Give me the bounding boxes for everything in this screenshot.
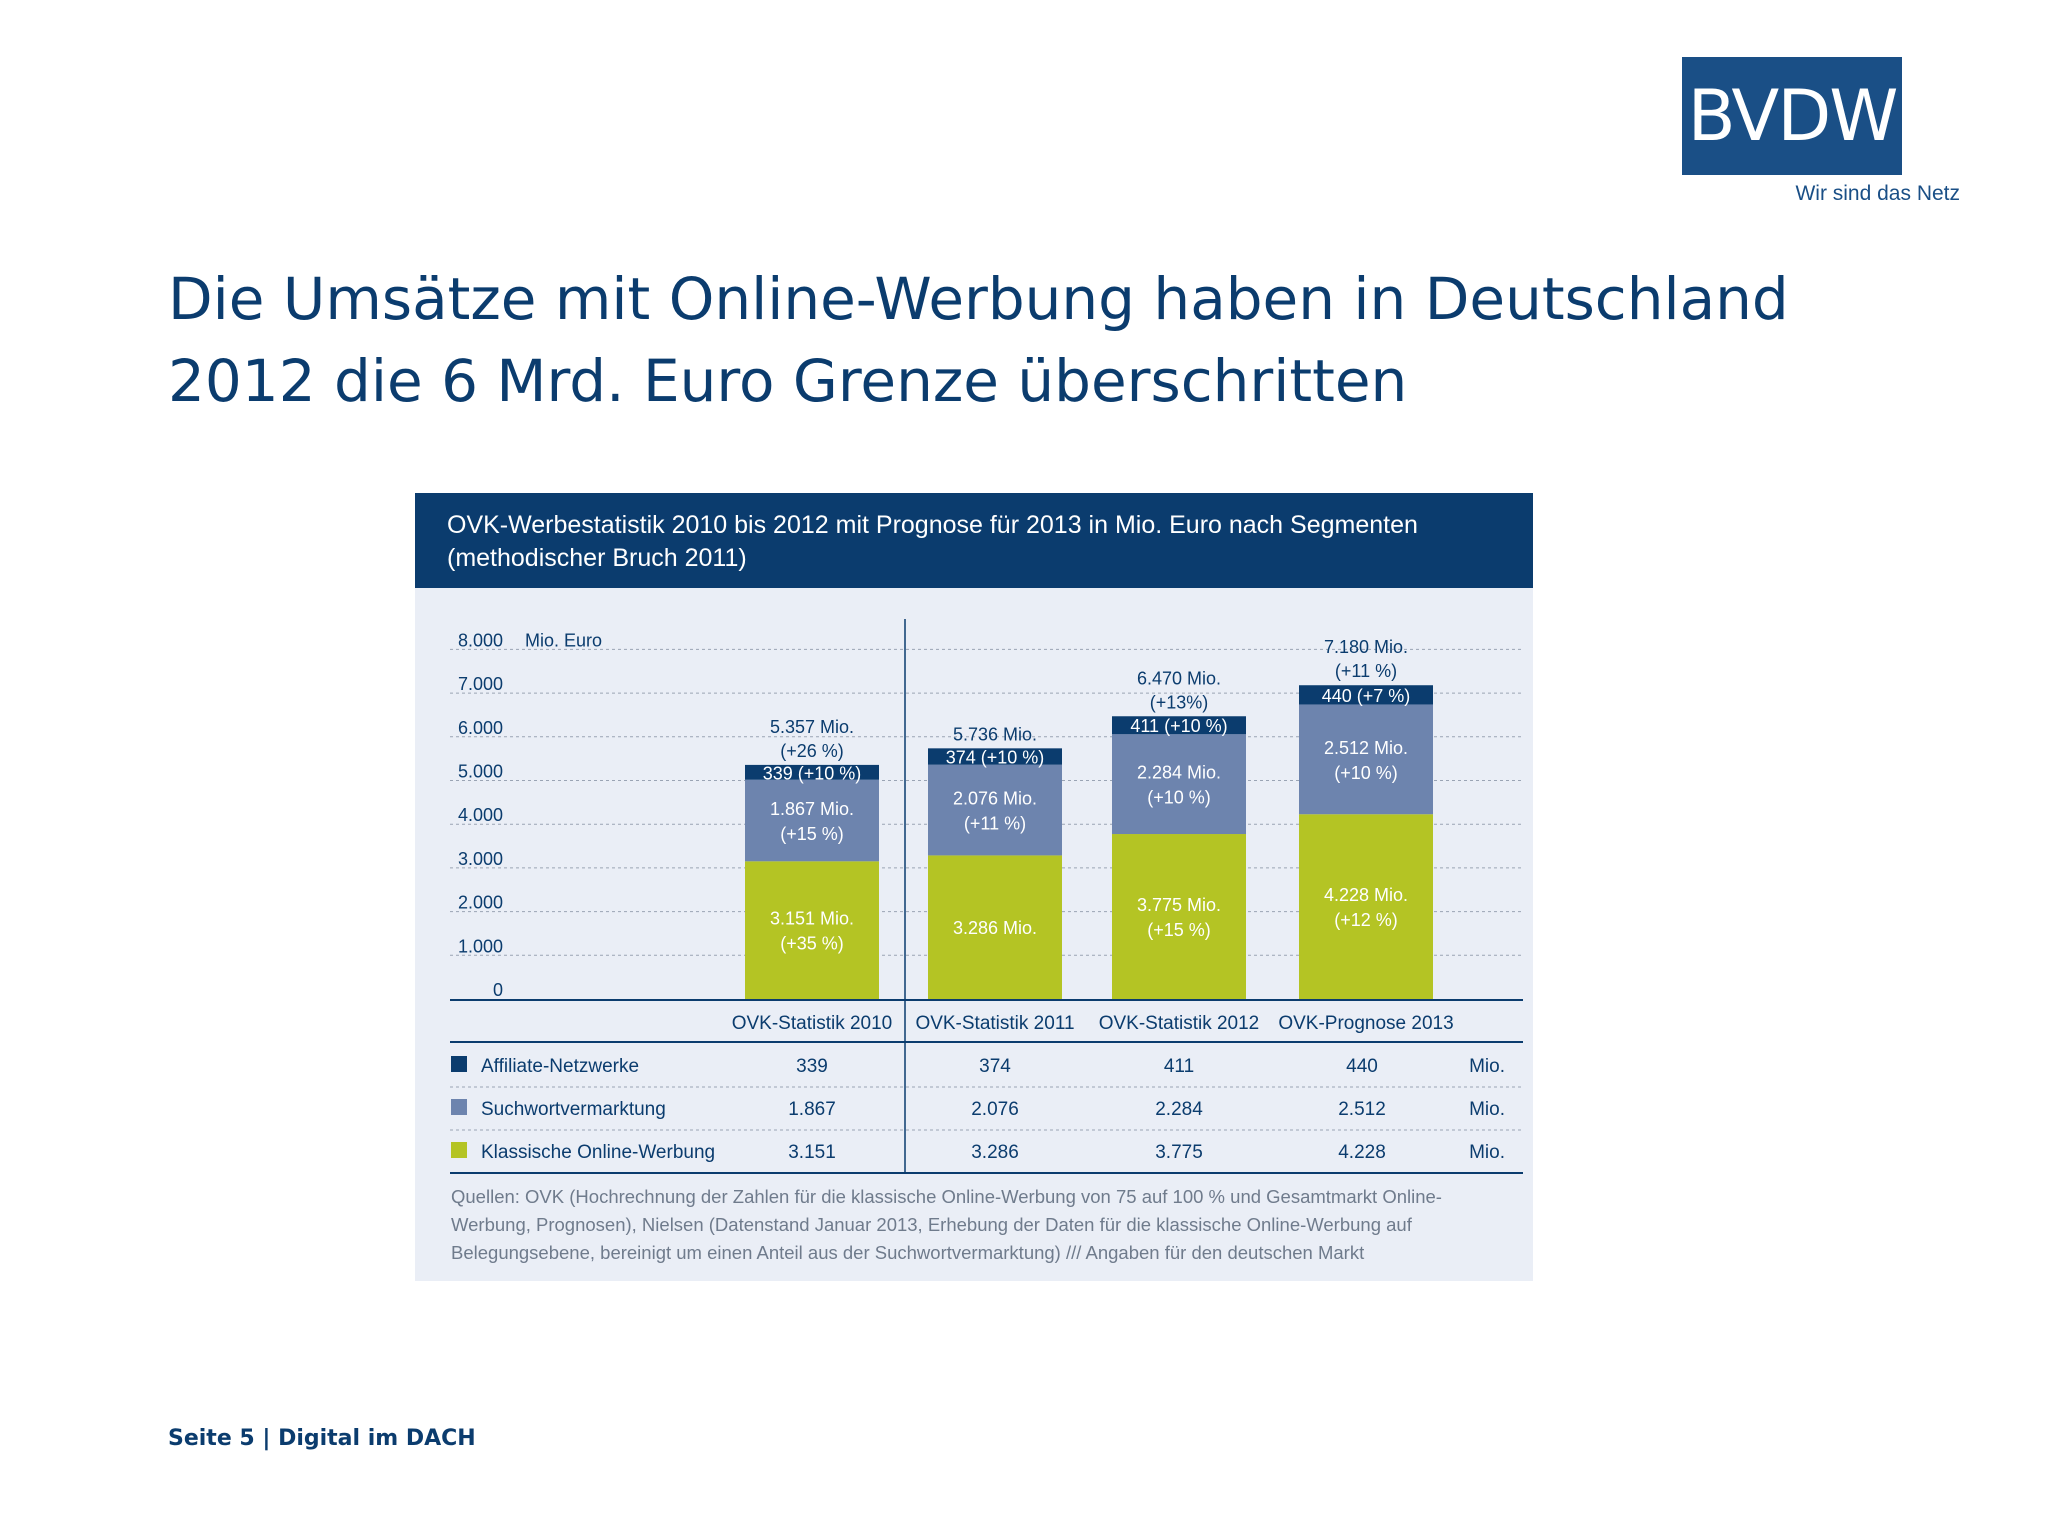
y-tick-label: 5.000: [458, 762, 503, 782]
table-cell: 339: [796, 1056, 828, 1077]
y-tick-label: 3.000: [458, 849, 503, 869]
table-cell: 374: [979, 1056, 1011, 1077]
table-cell: 2.512: [1338, 1099, 1386, 1120]
table-cell: 411: [1164, 1056, 1194, 1077]
bar-segment-label: (+15 %): [1147, 920, 1211, 940]
bar-segment-label: 2.284 Mio.: [1137, 763, 1221, 783]
bar-segment: [745, 764, 879, 780]
table-unit: Mio.: [1469, 1099, 1505, 1120]
legend-swatch: [451, 1142, 467, 1158]
bar-segment-label: 374 (+10 %): [946, 748, 1045, 768]
bar-total-label: 7.180 Mio.: [1324, 637, 1408, 657]
table-cell: 3.151: [788, 1142, 836, 1163]
y-tick-label: 8.000: [458, 630, 503, 650]
bar-segment-label: 339 (+10 %): [763, 763, 862, 783]
bar-segment-label: (+10 %): [1334, 763, 1398, 783]
bar-segment-label: (+15 %): [780, 824, 844, 844]
chart-header: OVK-Werbestatistik 2010 bis 2012 mit Pro…: [415, 493, 1533, 588]
bar-segment-label: 4.228 Mio.: [1324, 885, 1408, 905]
table-row-label: Suchwortvermarktung: [481, 1099, 666, 1120]
bar-segment-label: (+11 %): [964, 814, 1026, 834]
bar-segment-label: (+10 %): [1147, 788, 1211, 808]
y-axis-label: Mio. Euro: [525, 630, 602, 650]
table-cell: 3.286: [971, 1142, 1019, 1163]
bar-segment-label: 1.867 Mio.: [770, 799, 854, 819]
x-category-label: OVK-Statistik 2012: [1099, 1013, 1260, 1034]
y-tick-label: 6.000: [458, 718, 503, 738]
bar-total-label: (+26 %): [780, 741, 844, 761]
bar-total-label: 6.470 Mio.: [1137, 668, 1221, 688]
y-tick-label: 2.000: [458, 893, 503, 913]
chart-title: OVK-Werbestatistik 2010 bis 2012 mit Pro…: [447, 511, 1418, 539]
stacked-bar-chart: 0 1.000 2.000 3.000 4.000 5.000 6.000 7.000 8.00…: [450, 619, 1523, 1174]
table-cell: 440: [1346, 1056, 1378, 1077]
bar-total-label: (+11 %): [1335, 661, 1397, 681]
table-cell: 2.076: [971, 1099, 1019, 1120]
page-footer: Seite 5 | Digital im DACH: [168, 1426, 476, 1451]
table-unit: Mio.: [1469, 1142, 1505, 1163]
bar-segment: [928, 748, 1062, 765]
logo-text: BVDW: [1687, 75, 1899, 157]
bar-segment: [745, 779, 879, 862]
y-tick-label: 1.000: [458, 936, 503, 956]
bar-total-label: (+13%): [1150, 692, 1209, 712]
bar-segment: [1299, 685, 1433, 705]
table-unit: Mio.: [1469, 1056, 1505, 1077]
bar-segment-label: 3.151 Mio.: [770, 909, 854, 929]
logo-tagline: Wir sind das Netz: [1795, 182, 1960, 205]
bar-segment-label: 411 (+10 %): [1130, 716, 1227, 736]
x-category-label: OVK-Prognose 2013: [1278, 1013, 1453, 1034]
bar-segment: [928, 764, 1062, 856]
table-cell: 2.284: [1155, 1099, 1203, 1120]
table-cell: 1.867: [788, 1099, 836, 1120]
y-tick-label: 4.000: [458, 805, 503, 825]
bar-segment: [928, 855, 1062, 999]
bar-segment: [1299, 814, 1433, 999]
y-tick-label: 7.000: [458, 674, 503, 694]
bar-segment: [745, 861, 879, 999]
bar-segment: [1112, 734, 1246, 835]
bvdw-logo: BVDW Wir sind das Netz: [1682, 57, 1960, 205]
x-category-label: OVK-Statistik 2010: [732, 1013, 893, 1034]
chart-subtitle: (methodischer Bruch 2011): [447, 544, 747, 572]
x-category-label: OVK-Statistik 2011: [915, 1013, 1074, 1034]
bar-total-label: 5.357 Mio.: [770, 717, 854, 737]
legend-swatch: [451, 1099, 467, 1115]
bar-segment-label: (+35 %): [780, 934, 844, 954]
logo-box: BVDW: [1682, 57, 1902, 175]
bar-segment-label: (+12 %): [1334, 910, 1398, 930]
bar-segment: [1112, 716, 1246, 735]
bar-segment: [1299, 704, 1433, 815]
legend-swatch: [451, 1056, 467, 1072]
table-row-label: Klassische Online-Werbung: [481, 1142, 715, 1163]
chart-card: OVK-Werbestatistik 2010 bis 2012 mit Pro…: [415, 493, 1533, 1281]
y-tick-label: 0: [493, 980, 503, 1000]
table-cell: 3.775: [1155, 1142, 1203, 1163]
bar-segment-label: 3.775 Mio.: [1137, 895, 1221, 915]
table-row-label: Affiliate-Netzwerke: [481, 1056, 639, 1077]
bar-segment-label: 3.286 Mio.: [953, 918, 1037, 938]
bar-segment-label: 2.076 Mio.: [953, 789, 1037, 809]
bar-segment: [1112, 834, 1246, 999]
bar-segment-label: 2.512 Mio.: [1324, 738, 1408, 758]
chart-source-note: Quellen: OVK (Hochrechnung der Zahlen fü…: [451, 1186, 1442, 1263]
slide-title: Die Umsätze mit Online-Werbung haben in …: [168, 265, 1789, 415]
bar-segment-label: 440 (+7 %): [1322, 686, 1411, 706]
table-cell: 4.228: [1338, 1142, 1386, 1163]
bar-total-label: 5.736 Mio.: [953, 724, 1037, 744]
